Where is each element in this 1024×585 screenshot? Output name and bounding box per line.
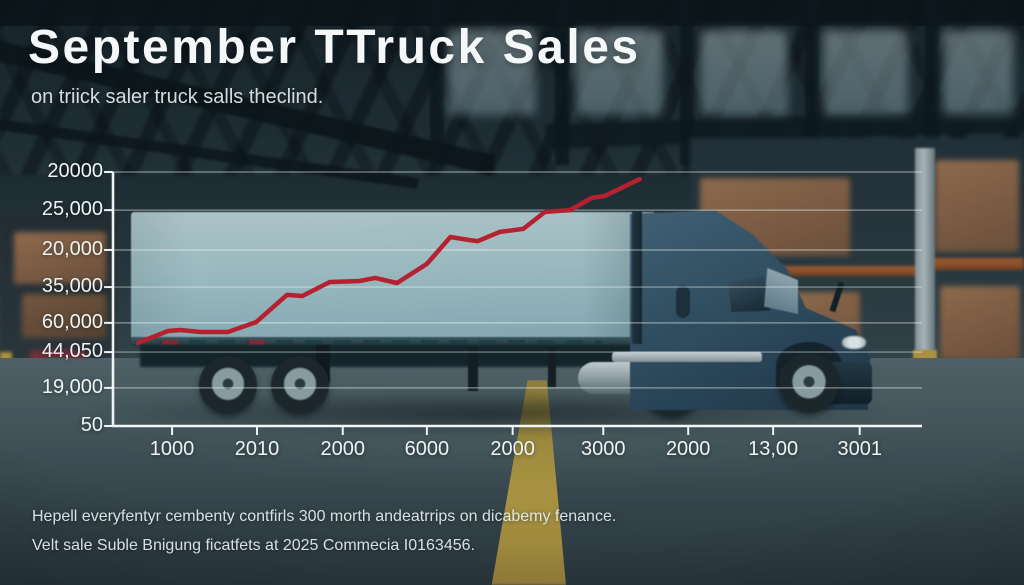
cardboard-boxes xyxy=(14,232,106,284)
x-tick-label: 3000 xyxy=(581,438,626,460)
skylight-window xyxy=(448,30,536,115)
trailer-dashed-line xyxy=(160,340,602,345)
trailer-shading xyxy=(131,212,655,345)
skylight-window xyxy=(943,30,1013,115)
landing-gear xyxy=(548,347,556,387)
x-tick-label: 1000 xyxy=(149,438,195,460)
shelf-beam-orange xyxy=(690,266,922,276)
trailer-wheel xyxy=(271,356,329,414)
x-tick-label: 13,00 xyxy=(748,438,799,460)
x-tick-label: 6000 xyxy=(404,438,450,460)
y-tick-label: 25,000 xyxy=(41,198,103,221)
trailer-wheel xyxy=(199,356,257,414)
roof-post xyxy=(805,0,819,165)
roof-post xyxy=(430,0,444,165)
skylight-window xyxy=(700,30,788,115)
door-window xyxy=(728,276,770,312)
red-dash xyxy=(162,340,178,345)
support-column xyxy=(915,148,935,364)
y-tick-label: 44,050 xyxy=(41,340,103,363)
steer-wheel xyxy=(779,353,839,413)
roof-post xyxy=(555,0,569,165)
cardboard-boxes xyxy=(935,160,1019,252)
y-tick-label: 50 xyxy=(80,414,103,436)
y-tick-label: 20000 xyxy=(47,160,103,182)
ceiling-girder xyxy=(0,0,1024,26)
footer-caption-line2: Velt sale Suble Bnigung ficatfets at 202… xyxy=(32,537,475,554)
footer-caption-line1: Hepell everyfentyr cembenty contfirls 30… xyxy=(32,508,617,525)
skylight-window xyxy=(575,30,663,115)
x-tick-label: 3001 xyxy=(837,438,882,460)
landing-gear xyxy=(468,347,478,391)
y-tick-label: 35,000 xyxy=(41,275,103,298)
trailer-undercarriage xyxy=(140,345,645,367)
y-tick-label: 19,000 xyxy=(41,375,103,398)
roof-post xyxy=(925,0,939,165)
exhaust-stack xyxy=(632,212,642,344)
truck-trailer xyxy=(131,212,655,345)
y-tick-label: 60,000 xyxy=(41,310,103,333)
x-tick-label: 2000 xyxy=(490,438,535,460)
chrome-side-skirt xyxy=(612,352,762,362)
page-title: September TTruck Sales xyxy=(28,21,641,74)
shelf-beam-orange xyxy=(930,258,1024,270)
skylight-window xyxy=(823,30,908,115)
page-subtitle: on triick saler truck salls theclind. xyxy=(31,86,324,108)
x-tick-label: 2000 xyxy=(320,438,366,460)
y-tick-label: 20,000 xyxy=(41,237,103,260)
x-tick-label: 2010 xyxy=(234,438,280,460)
sleeper-vent xyxy=(676,286,690,318)
roof-post xyxy=(680,0,694,165)
cardboard-boxes xyxy=(940,286,1020,360)
cardboard-boxes xyxy=(22,294,106,338)
red-dash xyxy=(249,340,265,345)
headlight xyxy=(842,336,866,349)
x-tick-label: 2000 xyxy=(665,438,711,460)
